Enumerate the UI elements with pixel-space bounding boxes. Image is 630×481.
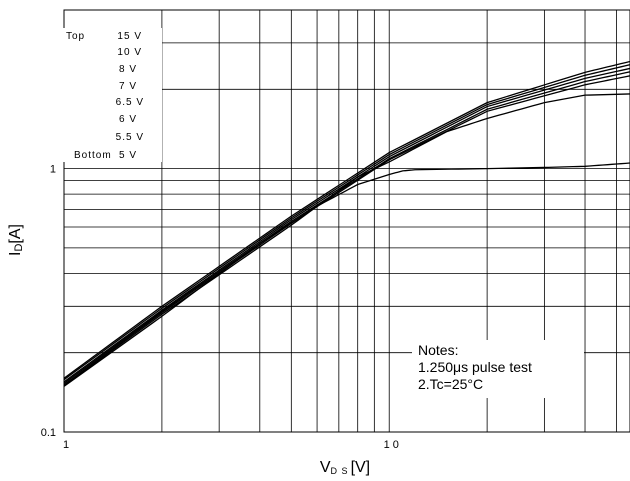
x-tick-label: 1 [63, 439, 69, 451]
notes-background [412, 340, 584, 398]
series-line-6-v [63, 93, 630, 387]
y-tick-label: 1 [50, 164, 56, 176]
legend-entry-10v: 10 V [117, 47, 142, 58]
legend-background [62, 28, 162, 162]
legend-entry-6v: 6 V [119, 114, 137, 125]
notes-title: Notes: [418, 342, 458, 358]
legend-entry-7v: 7 V [119, 81, 137, 92]
series-line-6-5-v [63, 75, 630, 386]
series-line-10-v [63, 64, 630, 381]
y-tick-label: 0.1 [41, 427, 56, 439]
y-axis-symbol: I [7, 252, 24, 256]
series-line-7-v [63, 71, 630, 384]
legend-entry-5v: 5 V [119, 150, 137, 161]
plot-frame [63, 9, 630, 433]
y-axis-unit: [A] [7, 224, 24, 244]
x-axis-subscript: D S [331, 466, 349, 476]
x-axis-title: VD S [V] [320, 459, 370, 476]
legend-entry-15v: 15 V [117, 31, 142, 42]
x-tick-label: 1 0 [384, 439, 399, 451]
x-axis-unit: [V] [351, 459, 371, 476]
series-line-5-5-v [63, 162, 630, 387]
x-axis-symbol: V [320, 459, 331, 476]
legend-bottom-label: Bottom [74, 150, 112, 161]
notes-line-1: 1.250μs pulse test [418, 359, 532, 375]
series-line-15-v [63, 60, 630, 379]
legend-entry-6-5v: 6.5 V [116, 97, 144, 108]
notes-line-2: 2.Tc=25°C [418, 376, 483, 392]
y-axis-title: ID[A] [7, 224, 25, 256]
notes-annotation: Notes: 1.250μs pulse test 2.Tc=25°C [412, 340, 584, 398]
legend: Top Bottom 15 V 10 V 8 V 7 V 6.5 V 6 V 5… [62, 28, 162, 162]
series-group [63, 60, 630, 387]
legend-entry-8v: 8 V [119, 64, 137, 75]
legend-top-label: Top [66, 31, 85, 42]
tick-labels: 1 1 0 0.1 1 [41, 164, 399, 451]
series-line-8-v [63, 67, 630, 383]
legend-entry-5-5v: 5.5 V [116, 132, 144, 143]
y-axis-subscript: D [13, 244, 25, 252]
